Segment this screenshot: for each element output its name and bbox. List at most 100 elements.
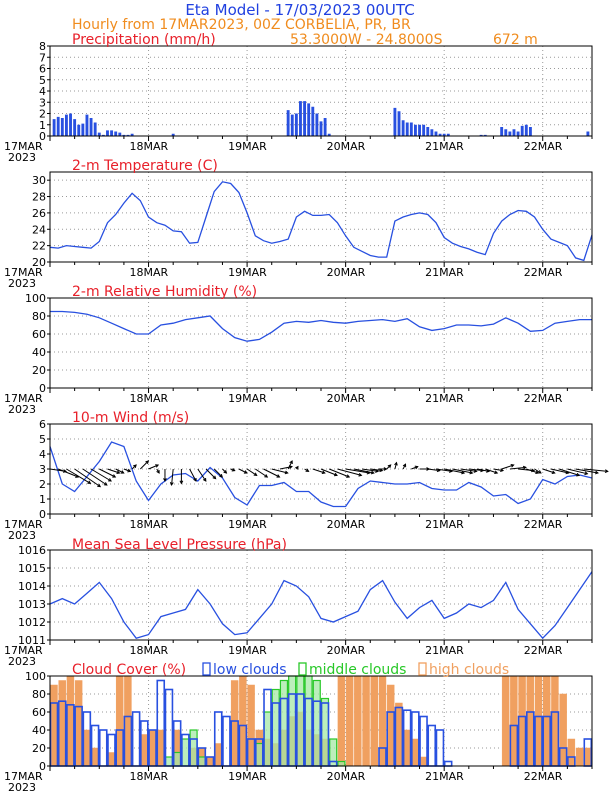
temperature-panel: 20 22 24 26 28 30 17MAR 18MAR 19MAR 20MAR 21MAR 22M… [4, 158, 593, 290]
middle-cloud-bar [304, 675, 313, 767]
precip-bar [438, 133, 442, 136]
high-cloud-bar [107, 752, 116, 767]
precip-bar [520, 125, 524, 136]
precip-bar [426, 127, 430, 136]
high-cloud-bar [214, 743, 222, 767]
wind-arrow [435, 468, 453, 472]
wind-arrow [567, 468, 588, 475]
middle-cloud-bar [173, 751, 182, 767]
middle-cloud-bar [255, 742, 264, 767]
wind-arrowhead [231, 467, 236, 472]
precip-bar [171, 133, 175, 136]
high-cloud-bar [386, 684, 395, 767]
high-cloud-bar [337, 675, 346, 767]
wind-arrow [312, 468, 325, 474]
high-cloud-bar [403, 729, 411, 767]
wind-arrow [476, 468, 490, 472]
wind-arrow [246, 468, 257, 476]
low-cloud-bar [427, 724, 437, 767]
high-cloud-bar [50, 684, 58, 767]
middle-cloud-bar [164, 756, 174, 767]
high-cloud-bar [66, 675, 75, 767]
wind-arrow [82, 468, 108, 486]
high-cloud-bar [140, 734, 149, 767]
precip-bar [409, 122, 413, 136]
wind-arrowhead [97, 483, 102, 488]
x-tick-label: 21MAR [425, 140, 464, 153]
middle-cloud-bar [271, 688, 280, 767]
high-cloud-bar [83, 729, 91, 767]
x-tick-label: 18MAR [130, 266, 169, 279]
x-tick-label: 18MAR [130, 392, 169, 405]
precip-bar [286, 110, 290, 136]
wind-arrowhead [461, 470, 466, 475]
y-tick-label: 20 [32, 364, 46, 377]
y-tick-label: 2 [39, 478, 46, 491]
wind-arrowhead [223, 469, 228, 474]
x-tick-label: 22MAR [524, 266, 563, 279]
high-cloud-bar [518, 675, 526, 767]
precip-bar [397, 111, 401, 136]
legend-high-clouds: high clouds [429, 662, 509, 678]
low-cloud-bar [222, 715, 231, 767]
wind-arrow [255, 468, 268, 478]
wind-arrowhead [370, 470, 375, 475]
wind-arrow [444, 468, 465, 474]
high-cloud-bar [247, 684, 255, 767]
x-tick-label: 19MAR [228, 770, 267, 783]
precip-bar [442, 133, 446, 136]
y-tick-label: 1012 [18, 616, 46, 629]
x-tick-label: 19MAR [228, 518, 267, 531]
precip-bar [524, 124, 528, 136]
precip-bar [483, 134, 487, 136]
middle-cloud-bar [288, 675, 297, 767]
y-tick-label: 7 [39, 51, 46, 64]
x-tick-label: 18MAR [130, 140, 169, 153]
high-cloud-bar [157, 729, 165, 767]
y-tick-label: 80 [32, 310, 46, 323]
wind-arrowhead [494, 470, 499, 475]
wind-arrowhead [321, 470, 326, 475]
y-tick-label: 26 [32, 207, 46, 220]
wind-arrow [411, 466, 418, 470]
run-subtitle: Hourly from 17MAR2023, 00Z CORBELIA, PR,… [72, 17, 411, 33]
wind-arrowhead [163, 478, 167, 483]
x-tick-label: 19MAR [228, 644, 267, 657]
precip-bar [508, 131, 512, 136]
precip-bar [418, 124, 421, 136]
wind-arrow [452, 468, 473, 474]
high-cloud-bar [239, 675, 247, 767]
plot-frame [49, 549, 593, 641]
high-cloud-bar [411, 738, 420, 767]
wind-arrow [205, 468, 216, 479]
precip-bar [315, 113, 319, 136]
high-cloud-bar [362, 675, 370, 767]
precip-bar [446, 133, 450, 136]
y-tick-label: 100 [25, 292, 46, 305]
wind-arrowhead [253, 472, 258, 476]
high-cloud-bar [115, 675, 124, 767]
low-cloud-bar [131, 711, 141, 767]
wind-arrowhead [594, 470, 600, 475]
high-cloud-bar [501, 675, 510, 767]
middle-cloud-bar [279, 679, 289, 767]
precip-bar [430, 129, 434, 136]
x-tick-label: 17MAR [4, 392, 43, 405]
y-tick-label: 60 [32, 328, 46, 341]
wind-arrowhead [469, 470, 474, 475]
y-tick-label: 3 [39, 96, 46, 109]
wind-arrow [485, 468, 498, 474]
wind-arrowhead [264, 474, 269, 478]
wind-arrow [197, 468, 207, 482]
wind-arrow [542, 468, 555, 474]
high-cloud-bar [395, 702, 403, 767]
x-tick-label: 21MAR [425, 518, 464, 531]
wind-arrowhead [112, 474, 117, 478]
x-tick-label: 21MAR [425, 266, 464, 279]
y-tick-label: 3 [39, 463, 46, 476]
y-tick-label: 5 [39, 74, 46, 87]
wind-arrowhead [276, 474, 281, 478]
wind-arrowhead [169, 482, 174, 487]
